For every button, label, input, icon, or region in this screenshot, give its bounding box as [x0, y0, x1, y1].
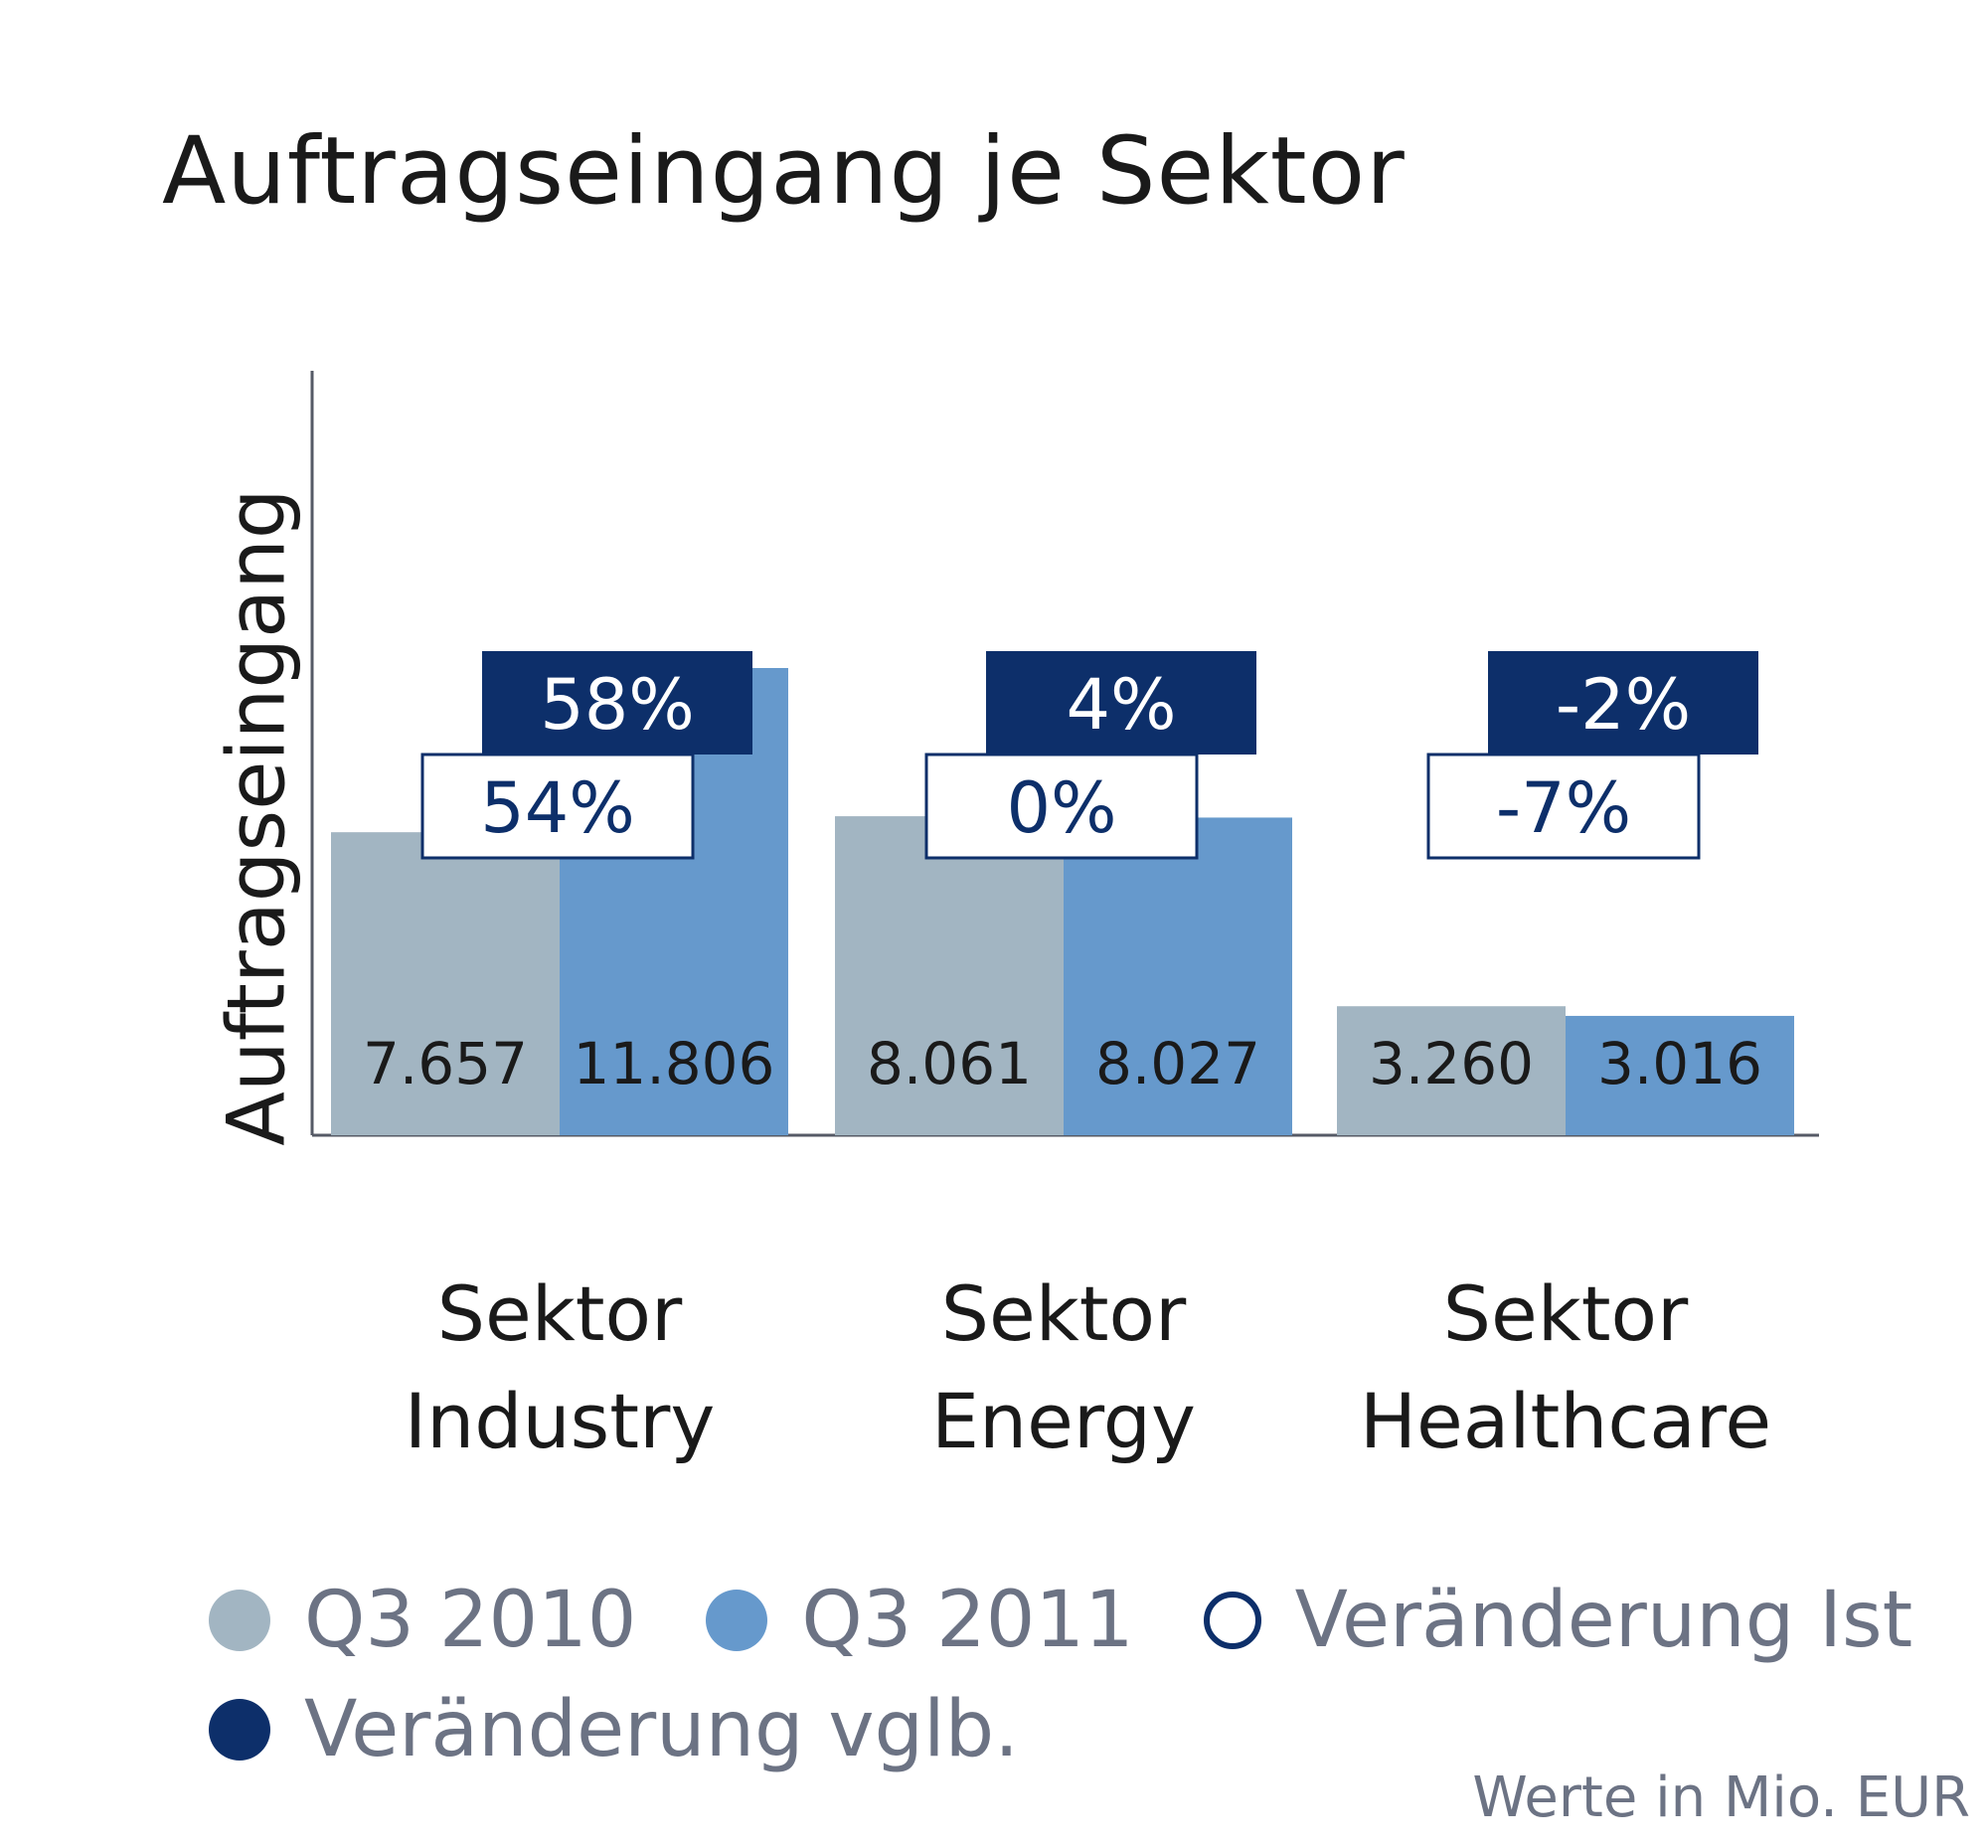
legend-label-q3-2010: Q3 2010 — [304, 1576, 637, 1665]
legend-swatch-veraenderung-vglb — [209, 1699, 270, 1761]
chart-title: Auftragseingang je Sektor — [162, 117, 1406, 226]
change-box-ist-0 — [420, 753, 695, 860]
bar-q3-2011-1 — [1064, 817, 1292, 1135]
legend-label-veraenderung-vglb: Veränderung vglb. — [304, 1685, 1019, 1774]
data-label-q3-2010-0: 7.657 — [363, 1030, 528, 1097]
bar-q3-2011-2 — [1566, 1015, 1794, 1135]
category-label-2-line-1: Healthcare — [1360, 1377, 1771, 1465]
category-label-1-line-0: Sektor — [941, 1269, 1187, 1358]
change-label-vglb-2: -2% — [1556, 664, 1691, 746]
data-label-q3-2011-0: 11.806 — [574, 1030, 775, 1097]
legend-item-veraenderung-vglb: Veränderung vglb. — [209, 1685, 1019, 1774]
bar-q3-2010-1 — [835, 816, 1064, 1135]
bar-q3-2010-2 — [1337, 1006, 1566, 1135]
change-box-ist-2 — [1426, 753, 1701, 860]
change-label-ist-0: 54% — [480, 767, 635, 849]
legend-swatch-veraenderung-ist — [1203, 1592, 1261, 1649]
category-label-2-line-0: Sektor — [1443, 1269, 1689, 1358]
category-label-1-line-1: Energy — [931, 1377, 1196, 1465]
data-label-q3-2011-2: 3.016 — [1597, 1030, 1762, 1097]
change-box-ist-1 — [924, 753, 1199, 860]
change-label-vglb-0: 58% — [540, 664, 695, 746]
category-label-0-line-0: Sektor — [437, 1269, 683, 1358]
legend-item-q3-2011: Q3 2011 — [706, 1576, 1134, 1665]
legend-swatch-q3-2011 — [706, 1590, 768, 1651]
category-label-0-line-1: Industry — [405, 1377, 716, 1465]
legend-item-veraenderung-ist: Veränderung Ist — [1203, 1576, 1913, 1665]
data-label-q3-2010-2: 3.260 — [1369, 1030, 1534, 1097]
legend: Q3 2010 Q3 2011 Veränderung Ist Veränder… — [209, 1566, 1938, 1784]
change-box-vglb-0 — [482, 651, 752, 755]
change-box-vglb-1 — [986, 651, 1256, 755]
change-label-ist-1: 0% — [1006, 767, 1116, 849]
legend-label-q3-2011: Q3 2011 — [801, 1576, 1134, 1665]
data-label-q3-2011-1: 8.027 — [1095, 1030, 1260, 1097]
unit-note: Werte in Mio. EUR — [1472, 1765, 1970, 1830]
legend-item-q3-2010: Q3 2010 — [209, 1576, 636, 1665]
legend-swatch-q3-2010 — [209, 1590, 270, 1651]
bar-q3-2010-0 — [331, 832, 560, 1135]
change-label-vglb-1: 4% — [1066, 664, 1176, 746]
legend-label-veraenderung-ist: Veränderung Ist — [1294, 1576, 1913, 1665]
change-box-vglb-2 — [1488, 651, 1758, 755]
data-label-q3-2010-1: 8.061 — [867, 1030, 1032, 1097]
change-label-ist-2: -7% — [1496, 767, 1631, 849]
